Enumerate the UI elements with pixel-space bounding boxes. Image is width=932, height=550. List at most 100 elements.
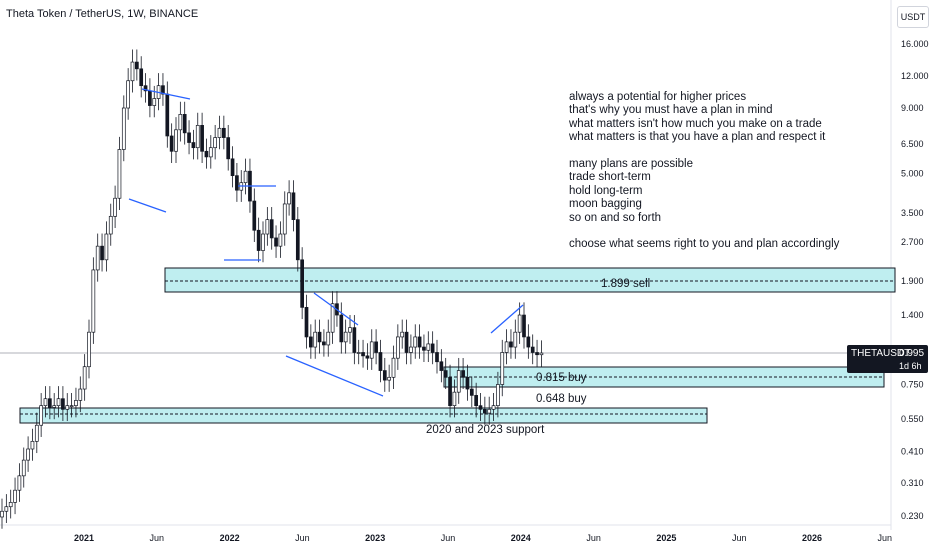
support-zone[interactable] <box>19 407 708 424</box>
price-tick-label: 1.900 <box>901 276 924 286</box>
price-tick-label: 0.550 <box>901 414 924 424</box>
currency-button[interactable]: USDT <box>897 6 929 28</box>
candle-up <box>95 245 100 271</box>
note-line: choose what seems right to you and plan … <box>569 238 840 251</box>
price-tick-label: 0.410 <box>901 447 924 457</box>
candle-down <box>422 346 426 351</box>
candle-down <box>404 331 409 353</box>
candle-up <box>121 107 126 150</box>
candle-down <box>474 395 478 407</box>
candle-up <box>356 352 361 354</box>
price-tick-label: 16.000 <box>901 39 929 49</box>
note-line: trade short-term <box>569 171 651 184</box>
candle-up <box>348 327 352 333</box>
candle-down <box>439 361 444 371</box>
candle-up <box>56 398 61 407</box>
candle-up <box>195 125 200 149</box>
candle-down <box>309 336 313 348</box>
note-gap <box>569 145 839 158</box>
candle-down <box>252 200 257 231</box>
time-tick-label: 2023 <box>365 533 385 543</box>
last-price-value: 0.995 <box>899 348 925 359</box>
candle-down <box>478 405 483 410</box>
candle-down <box>522 314 526 338</box>
price-tick-label: 0.230 <box>901 511 924 521</box>
candle-up <box>426 343 431 351</box>
price-tick-label: 9.000 <box>901 103 924 113</box>
candle-down <box>230 158 235 177</box>
candle-up <box>409 346 413 353</box>
time-tick-label: 2022 <box>220 533 240 543</box>
candle-up <box>391 357 396 378</box>
note-line: moon bagging <box>569 198 642 211</box>
candle-down <box>300 259 304 308</box>
trendlines <box>128 88 524 397</box>
sell-zone[interactable] <box>164 267 896 293</box>
candle-up <box>496 384 500 407</box>
candle-up <box>104 233 109 261</box>
time-tick-label: 2024 <box>511 533 531 543</box>
candle-down <box>374 341 378 353</box>
time-axis[interactable]: 2021 Jun 2022 Jun 2023 Jun 2024 Jun 2025 Jun 2026 J… <box>74 533 892 543</box>
note-line: many plans are possible <box>569 158 694 171</box>
candle-up <box>513 331 518 348</box>
candle-down <box>256 229 261 251</box>
candle-down <box>161 85 165 95</box>
candle-down <box>435 352 439 363</box>
wedge-top-line <box>141 88 191 100</box>
time-tick-label: Jun <box>295 533 310 543</box>
candle-down <box>526 336 531 348</box>
candle-up <box>208 147 213 158</box>
price-axis[interactable]: 16.000 12.000 9.000 6.500 5.000 3.500 2.700 1.9… <box>901 39 929 521</box>
candle-up <box>30 440 35 450</box>
candle-up <box>330 303 335 333</box>
candle-up <box>91 269 96 333</box>
time-tick-label: Jun <box>150 533 165 543</box>
candle-up <box>369 341 374 359</box>
candle-down <box>100 245 104 261</box>
candle-up <box>126 80 131 109</box>
note-line: what matters isn't how much you make on … <box>569 117 822 130</box>
price-tick-label: 3.500 <box>901 208 924 218</box>
candle-down <box>417 336 422 348</box>
channel-top-line <box>313 292 359 326</box>
candle-down <box>304 307 309 338</box>
candle-down <box>295 219 300 261</box>
support-zone-label: 2020 and 2023 support <box>426 424 545 436</box>
candle-down <box>448 376 452 407</box>
price-tick-label: 6.500 <box>901 139 924 149</box>
candle-up <box>78 388 83 401</box>
note-gap <box>569 225 839 238</box>
time-tick-label: Jun <box>586 533 601 543</box>
candle-up <box>396 336 400 359</box>
candle-up <box>69 405 74 408</box>
note-line: always a potential for higher prices <box>569 91 747 103</box>
candle-down <box>269 219 274 239</box>
candle-up <box>34 424 39 442</box>
candle-down <box>361 352 365 357</box>
candle-down <box>443 370 448 378</box>
candle-down <box>200 125 204 152</box>
candle-down <box>148 90 152 106</box>
time-tick-label: 2026 <box>802 533 822 543</box>
rally-top-line <box>490 304 524 334</box>
candle-up <box>387 376 391 381</box>
candle-up <box>0 510 4 518</box>
candle-up <box>4 506 9 512</box>
wedge-bottom-line <box>128 198 167 213</box>
candle-up <box>82 366 87 390</box>
price-tick-label: 0.750 <box>901 379 924 389</box>
candle-down <box>317 331 322 343</box>
buy-zone-label-0815: 0.815 buy <box>536 372 587 384</box>
candle-down <box>165 93 170 137</box>
candle-down <box>235 175 239 191</box>
time-tick-label: Jun <box>878 533 893 543</box>
candle-up <box>43 398 48 407</box>
candle-down <box>535 352 539 356</box>
candle-up <box>456 370 461 393</box>
candle-down <box>222 127 226 138</box>
price-tick-label: 2.700 <box>901 237 924 247</box>
candle-up <box>130 61 135 82</box>
candle-up <box>8 502 13 508</box>
